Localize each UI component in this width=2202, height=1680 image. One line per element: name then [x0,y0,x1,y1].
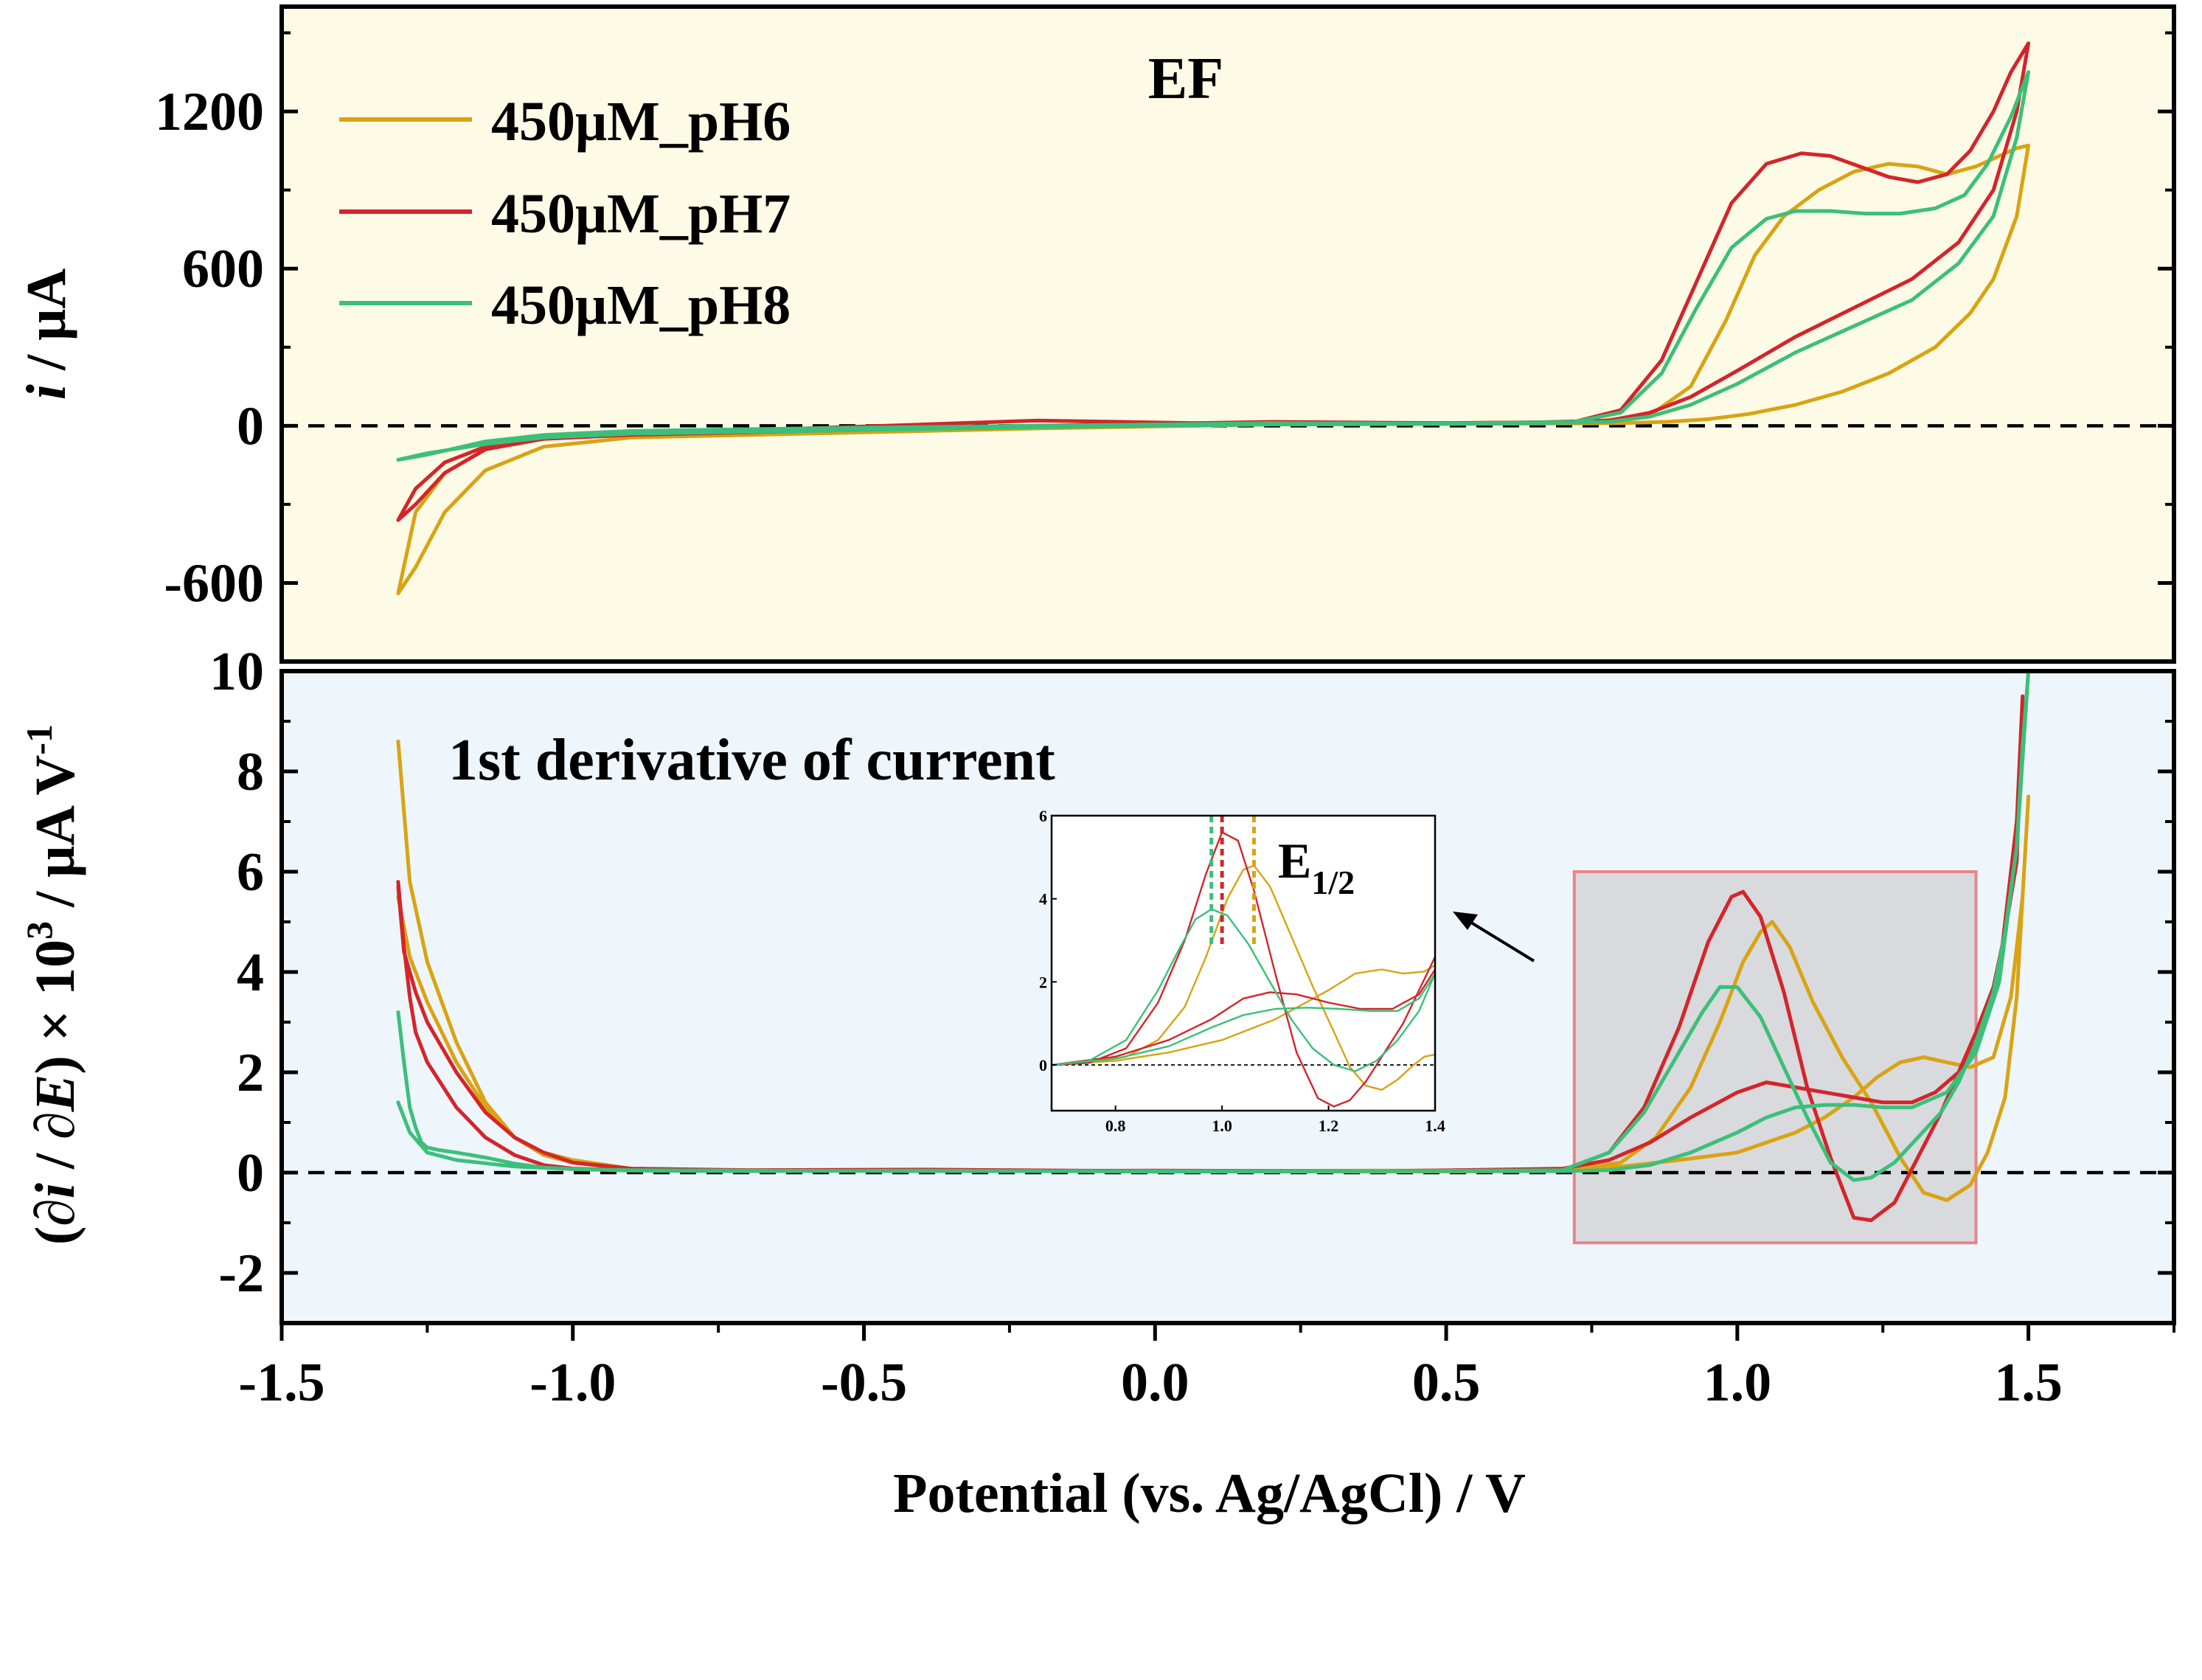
ylabel-part-unit: / μA V [24,755,86,922]
top-ytick-label: 1200 [155,82,264,142]
inset-xtick-label: 1.4 [1425,1117,1445,1135]
top-curve-450-m-ph8 [396,70,2031,462]
bottom-ytick-label: 6 [237,842,264,903]
inset-curves [1052,831,1435,1108]
top-y-ticks: -600 0 600 1200 [155,31,2174,663]
top-y-axis-title-italic: i [15,384,77,400]
xtick-label: -0.5 [821,1353,907,1413]
inset-chart: 0.8 1.0 1.2 1.4 0 2 4 6 E1/2 [1039,807,1445,1135]
bottom-y-axis-title: (∂i / ∂E) × 103 / μA V-1 [18,724,86,1245]
top-panel-title: EF [1148,46,1223,111]
highlight-region [1572,870,1978,1245]
inset-xtick-label: 1.2 [1319,1117,1339,1135]
top-ytick-label: 600 [182,239,264,299]
xtick-label: -1.0 [529,1353,616,1413]
top-panel-background [282,7,2174,662]
bottom-panel-title: 1st derivative of current [448,728,1055,793]
inset-curve-reverse-450-m-ph7 [1052,968,1435,1066]
bottom-ytick-label: 0 [237,1143,264,1204]
inset-xtick-label: 0.8 [1105,1117,1126,1135]
inset-ytick-label: 6 [1039,807,1047,825]
legend-item-ph7: 450μM_pH7 [339,183,791,245]
bottom-ytick-label: 2 [237,1043,264,1103]
inset-e-half-markers [1209,816,1256,949]
legend-label-ph6: 450μM_pH6 [491,91,791,153]
inset-frame [1050,814,1437,1112]
ylabel-part-times: ) × 10 [24,940,86,1075]
inset-ytick-label: 2 [1039,973,1047,991]
inset-ticks: 0.8 1.0 1.2 1.4 0 2 4 6 [1039,807,1445,1135]
legend-label-ph8: 450μM_pH8 [491,274,791,336]
bottom-ytick-label: 4 [237,943,264,1003]
bottom-panel: -2 0 2 4 6 8 10 -1.5 -1.0 -0.5 0.0 0.5 1.0 1.5 1st d… [18,642,2176,1524]
inset-pointer-arrow [1470,921,1535,962]
inset-title: E1/2 [1278,833,1355,901]
x-ticks: -1.5 -1.0 -0.5 0.0 0.5 1.0 1.5 [238,1323,2175,1413]
xtick-label: 1.5 [1994,1353,2063,1413]
inset-xtick-label: 1.0 [1212,1117,1232,1135]
ylabel-part-open: (∂ [24,1198,86,1245]
bottom-curve-450-m-ph8 [396,671,2031,1182]
xtick-label: 1.0 [1703,1353,1772,1413]
inset-curve-forward-450-m-ph6 [1052,864,1435,1091]
x-axis-title: Potential (vs. Ag/AgCl) / V [893,1462,1526,1524]
top-curves [396,41,2031,596]
bottom-ytick-label: 8 [237,742,264,802]
inset-curve-reverse-450-m-ph6 [1052,964,1435,1066]
xtick-label: 0.0 [1121,1353,1189,1413]
top-y-axis-title-unit: / μA [15,268,77,384]
legend-item-ph8: 450μM_pH8 [339,274,791,336]
bottom-ytick-label: 10 [209,642,264,702]
bottom-y-ticks: -2 0 2 4 6 8 10 [209,642,2174,1325]
inset-curve-forward-450-m-ph8 [1052,908,1435,1072]
top-panel-frame [279,4,2176,664]
ylabel-part-i: i [24,1183,86,1198]
top-ytick-label: -600 [164,553,264,614]
ylabel-part-e: E [24,1075,86,1113]
bottom-panel-frame [279,669,2176,1325]
xtick-label: 0.5 [1412,1353,1481,1413]
bottom-curves [396,671,2031,1223]
inset-pointer-arrowhead [1453,912,1478,930]
inset-title-subscript: 1/2 [1311,864,1355,901]
legend-label-ph7: 450μM_pH7 [491,183,791,245]
top-y-axis-title: i / μA [15,268,77,400]
ylabel-part-exp-neg1: -1 [18,724,60,755]
xtick-label: -1.5 [238,1353,324,1413]
top-ytick-label: 0 [237,396,264,457]
legend: 450μM_pH6 450μM_pH7 450μM_pH8 [339,91,791,336]
bottom-ytick-label: -2 [218,1243,264,1304]
inset-curve-reverse-450-m-ph8 [1052,973,1435,1066]
inset-ytick-label: 4 [1039,890,1047,909]
legend-item-ph6: 450μM_pH6 [339,91,791,153]
inset-ytick-label: 0 [1039,1056,1047,1075]
ylabel-part-exp3: 3 [18,921,60,940]
inset-title-e: E [1278,833,1311,889]
top-panel: -600 0 600 1200 EF 450μM_pH6 450μM_pH7 450μ… [15,4,2176,664]
ylabel-part-slash: / ∂ [24,1111,86,1183]
